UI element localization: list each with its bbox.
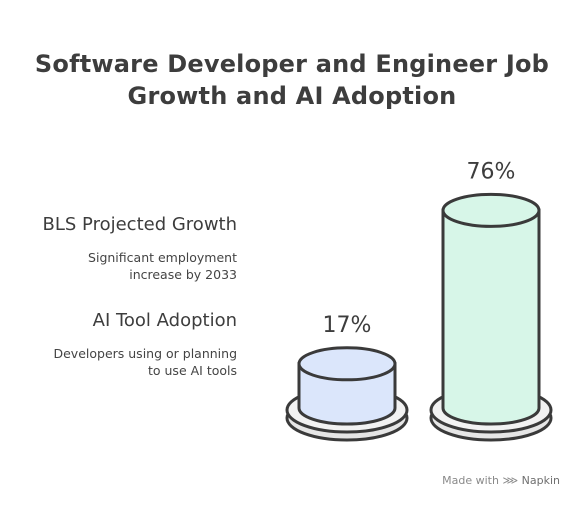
bar-value-label: 76%: [467, 159, 516, 184]
chart-title-line-1: Software Developer and Engineer Job: [34, 50, 550, 78]
legend-desc-bls-growth: Significant employment increase by 2033: [43, 249, 237, 283]
footer-credit: Made with ⋙ Napkin: [442, 474, 560, 487]
chart-title-line-2: Growth and AI Adoption: [127, 82, 457, 110]
legend-desc-bls-growth-line-1: Significant employment: [88, 250, 237, 265]
legend-desc-ai-adoption-line-1: Developers using or planning: [53, 346, 237, 361]
footer-made-with: Made with: [442, 474, 499, 487]
legend-item-bls-growth: BLS Projected Growth Significant employm…: [43, 214, 237, 283]
bar-2: 76%: [429, 159, 553, 442]
legend-title-ai-adoption: AI Tool Adoption: [92, 310, 237, 331]
bar-value-label: 17%: [323, 313, 372, 338]
bar-body: [441, 208, 541, 426]
footer-brand: Napkin: [521, 474, 560, 487]
bar-top: [441, 192, 541, 228]
legend-title-bls-growth: BLS Projected Growth: [42, 214, 237, 235]
legend-desc-bls-growth-line-2: increase by 2033: [129, 267, 237, 282]
bar-top: [297, 346, 397, 382]
chart-title: Software Developer and Engineer Job Grow…: [0, 48, 584, 112]
legend-desc-ai-adoption: Developers using or planning to use AI t…: [53, 345, 237, 379]
legend-item-ai-adoption: AI Tool Adoption Developers using or pla…: [53, 310, 237, 379]
bar-1: 17%: [285, 313, 409, 442]
legend-desc-ai-adoption-line-2: to use AI tools: [147, 363, 237, 378]
napkin-logo-icon: ⋙: [502, 474, 519, 487]
